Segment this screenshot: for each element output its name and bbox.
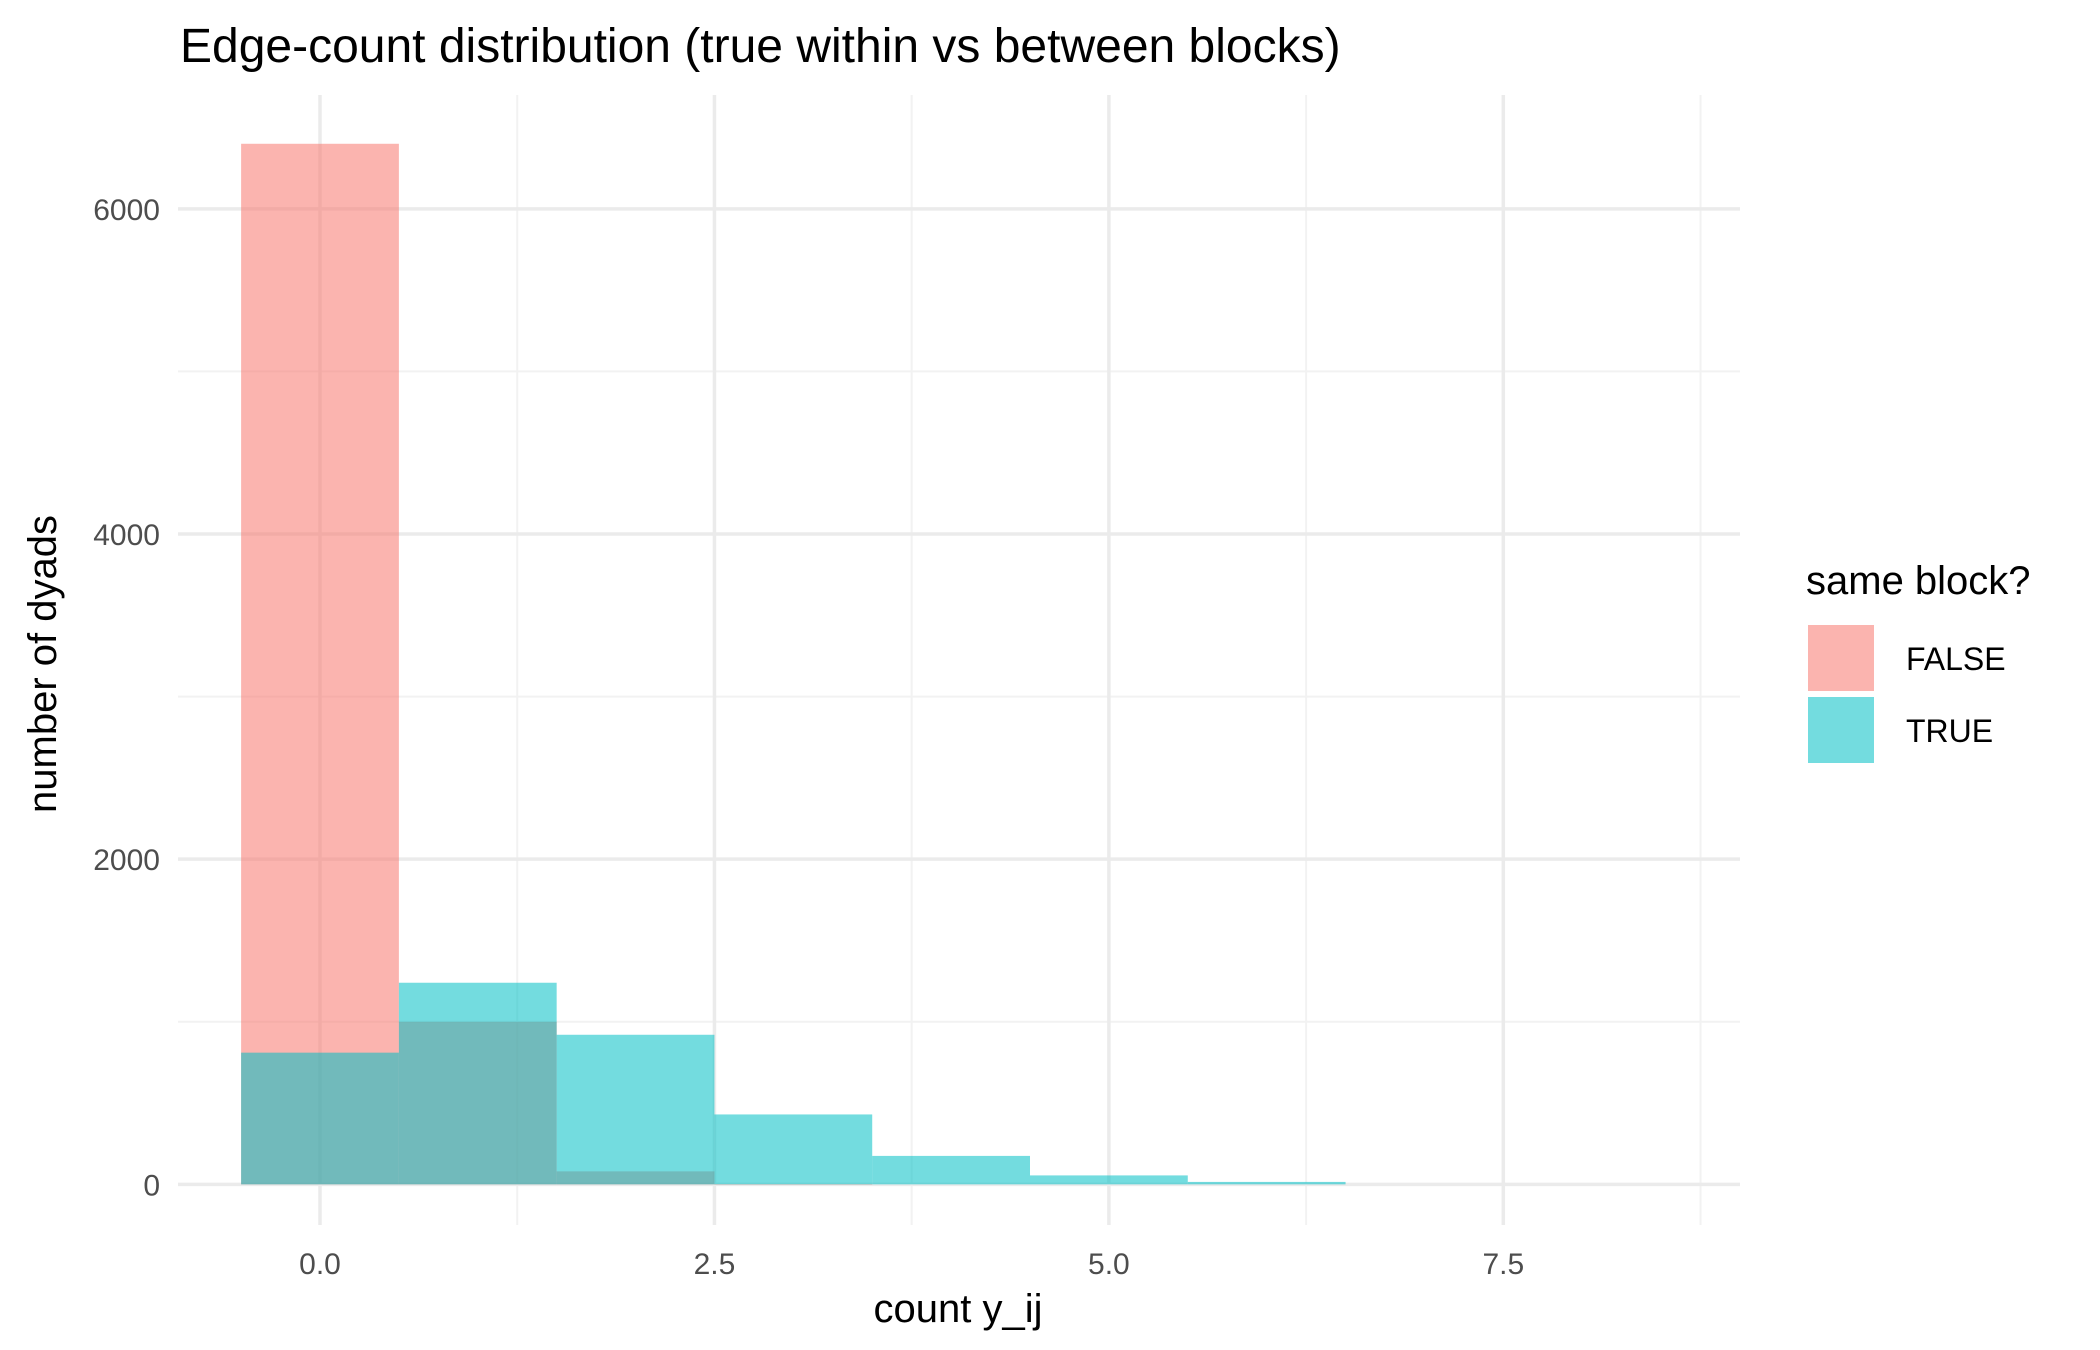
legend-key-false [1808, 625, 1874, 691]
legend: same block? FALSE TRUE [1806, 559, 2031, 763]
bar-true-bin-5 [1030, 1175, 1188, 1185]
y-tick-label: 2000 [93, 844, 160, 877]
legend-label-true: TRUE [1906, 713, 1993, 749]
y-tick-label: 6000 [93, 194, 160, 227]
legend-key-true [1808, 697, 1874, 763]
x-tick-label: 0.0 [299, 1248, 341, 1281]
x-tick-label: 5.0 [1088, 1248, 1130, 1281]
x-axis-title: count y_ij [874, 1287, 1043, 1331]
bar-true-bin-6 [1187, 1181, 1346, 1185]
y-axis-title: number of dyads [21, 515, 65, 813]
y-tick-label: 0 [143, 1169, 160, 1202]
axis-tick-labels: 0.0 2.5 5.0 7.5 0 2000 4000 6000 [93, 194, 1524, 1281]
bar-true-bin-4 [872, 1155, 1030, 1185]
x-tick-label: 2.5 [694, 1248, 736, 1281]
legend-title: same block? [1806, 559, 2031, 603]
legend-label-false: FALSE [1906, 641, 2006, 677]
bar-true-bin-0 [241, 1052, 399, 1185]
bar-true-bin-3 [714, 1114, 873, 1185]
histogram-bars [241, 143, 1346, 1185]
x-tick-label: 7.5 [1482, 1248, 1524, 1281]
bar-true-bin-2 [556, 1034, 715, 1185]
bar-true-bin-1 [398, 982, 557, 1185]
bar-false-bin-0 [241, 143, 399, 1185]
y-tick-label: 4000 [93, 519, 160, 552]
chart-title: Edge-count distribution (true within vs … [180, 20, 1341, 73]
